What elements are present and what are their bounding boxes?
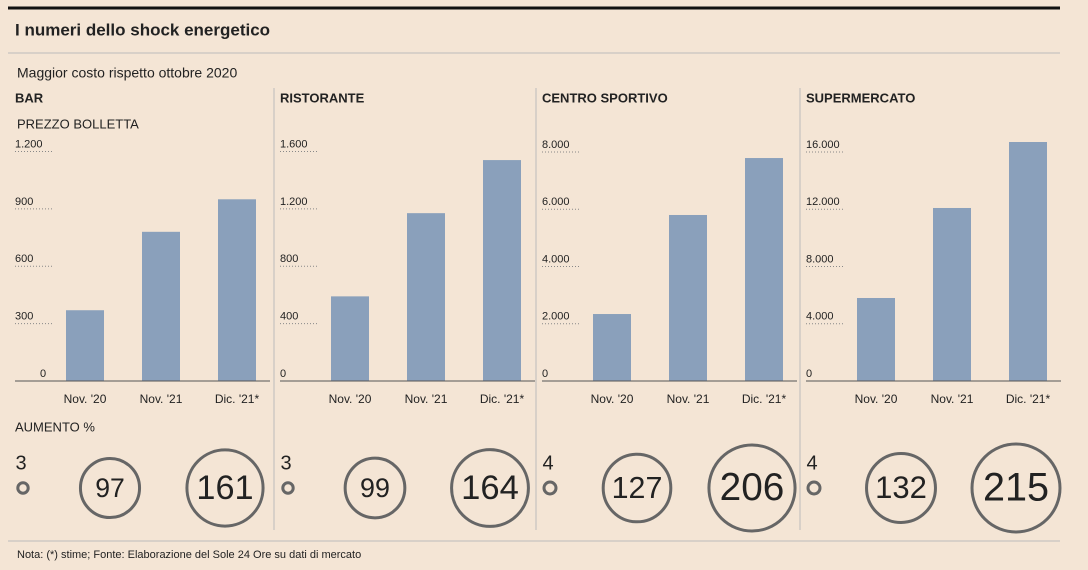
x-tick-label: Dic. '21* — [480, 392, 525, 406]
bar — [407, 213, 445, 381]
x-tick-label: Nov. '21 — [405, 392, 448, 406]
bar — [593, 314, 631, 381]
x-tick-label: Dic. '21* — [742, 392, 787, 406]
y-tick-label: 400 — [280, 311, 298, 323]
bar — [933, 207, 971, 381]
y-tick-label: 0 — [280, 368, 286, 380]
increase-circle — [450, 448, 530, 528]
y-tick-label: 1.200 — [15, 138, 43, 150]
y-tick-label: 300 — [15, 311, 33, 323]
increase-value: 215 — [983, 465, 1049, 509]
y-tick-label: 0 — [40, 368, 46, 380]
increase-label: AUMENTO % — [15, 419, 95, 434]
y-tick-label: 0 — [806, 368, 812, 380]
chart-title: RISTORANTE — [280, 90, 365, 105]
x-tick-label: Nov. '20 — [591, 392, 634, 406]
bar — [857, 297, 895, 381]
increase-value: 161 — [196, 469, 253, 507]
y-tick-label: 600 — [15, 253, 33, 265]
y-tick-label: 4.000 — [806, 311, 834, 323]
x-tick-label: Nov. '21 — [667, 392, 710, 406]
increase-value: 164 — [461, 469, 519, 507]
increase-circle — [281, 481, 295, 495]
bar — [745, 158, 783, 381]
increase-circle — [185, 448, 265, 528]
y-tick-label: 2.000 — [542, 311, 570, 323]
increase-value: 99 — [360, 473, 390, 503]
increase-circle — [542, 480, 558, 496]
increase-circle — [601, 452, 673, 524]
bar — [1009, 142, 1047, 381]
bar — [331, 296, 369, 381]
chart-title: BAR — [15, 90, 44, 105]
title: I numeri dello shock energetico — [15, 20, 270, 39]
x-tick-label: Nov. '20 — [64, 392, 107, 406]
chart-title: SUPERMERCATO — [806, 90, 915, 105]
x-tick-label: Dic. '21* — [215, 392, 260, 406]
bar — [218, 199, 256, 381]
y-tick-label: 4.000 — [542, 253, 570, 265]
bar — [142, 231, 180, 381]
note: Nota: (*) stime; Fonte: Elaborazione del… — [17, 549, 361, 561]
increase-value: 3 — [280, 452, 291, 474]
y-tick-label: 6.000 — [542, 196, 570, 208]
subtitle: Maggior costo rispetto ottobre 2020 — [17, 65, 237, 81]
x-tick-label: Nov. '20 — [855, 392, 898, 406]
y-tick-label: 8.000 — [806, 253, 834, 265]
x-tick-label: Dic. '21* — [1006, 392, 1051, 406]
increase-circle — [707, 443, 797, 533]
increase-circle — [343, 456, 407, 520]
y-tick-label: 1.600 — [280, 138, 308, 150]
increase-circle — [16, 481, 30, 495]
y-tick-label: 16.000 — [806, 139, 840, 151]
y-tick-label: 8.000 — [542, 139, 570, 151]
increase-value: 206 — [720, 466, 785, 509]
increase-value: 4 — [542, 452, 553, 474]
increase-value: 3 — [15, 452, 26, 474]
bar — [669, 214, 707, 381]
bar — [483, 160, 521, 381]
x-tick-label: Nov. '21 — [931, 392, 974, 406]
increase-value: 127 — [612, 471, 663, 505]
increase-circle — [970, 442, 1062, 534]
y-tick-label: 900 — [15, 196, 33, 208]
increase-circle — [78, 456, 142, 520]
increase-value: 4 — [806, 452, 817, 474]
y-tick-label: 0 — [542, 368, 548, 380]
y-tick-label: 12.000 — [806, 196, 840, 208]
y-tick-label: 800 — [280, 253, 298, 265]
chart-title: CENTRO SPORTIVO — [542, 90, 668, 105]
increase-circle — [806, 480, 822, 496]
y-axis-label: PREZZO BOLLETTA — [17, 116, 139, 131]
bar — [66, 310, 104, 381]
x-tick-label: Nov. '20 — [329, 392, 372, 406]
x-tick-label: Nov. '21 — [140, 392, 183, 406]
increase-value: 97 — [95, 473, 125, 503]
y-tick-label: 1.200 — [280, 196, 308, 208]
increase-value: 132 — [875, 470, 927, 505]
increase-circle — [865, 452, 937, 524]
